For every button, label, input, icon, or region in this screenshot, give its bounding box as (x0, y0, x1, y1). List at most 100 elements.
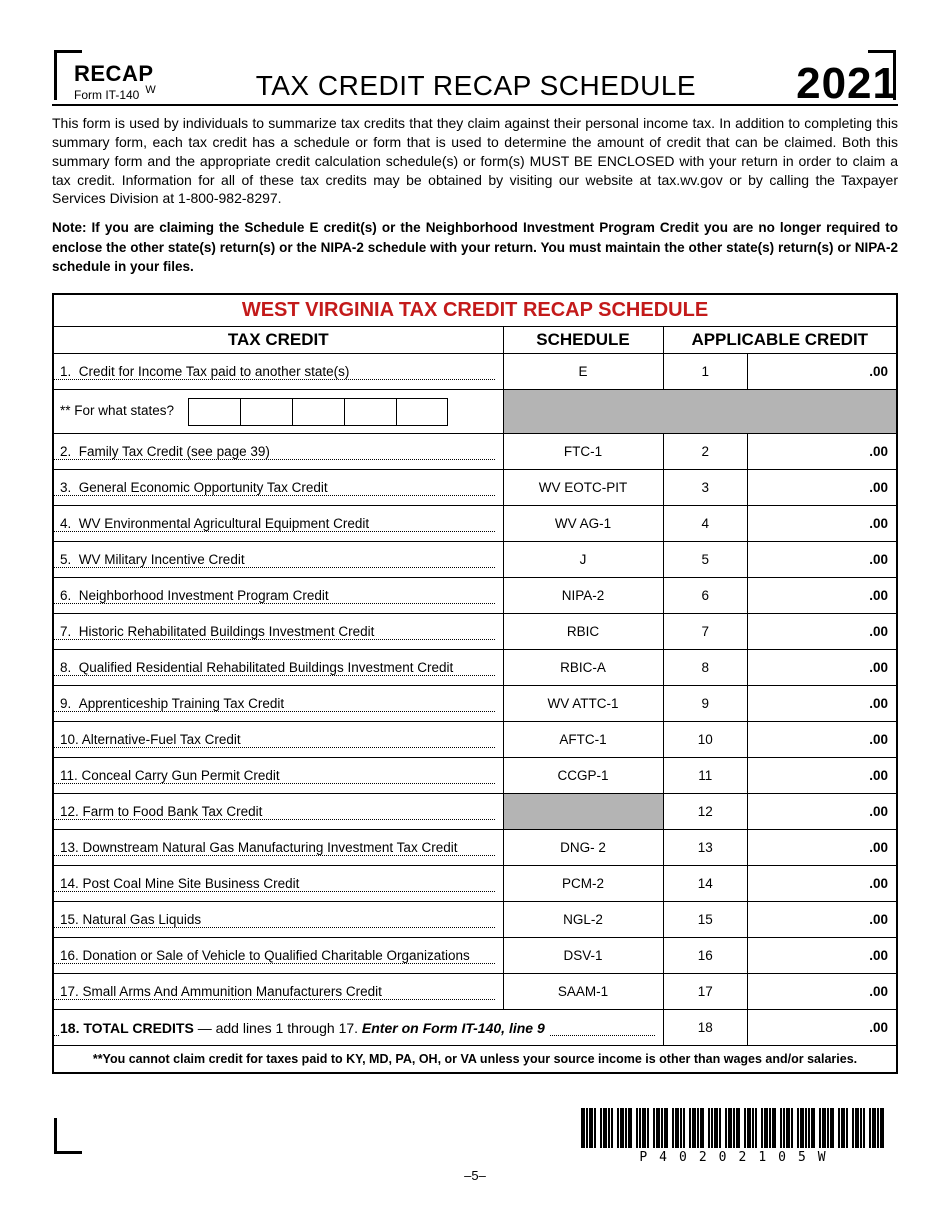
row-amount[interactable]: .00 (748, 866, 897, 902)
row-desc: Post Coal Mine Site Business Credit (83, 876, 300, 891)
row-num: 11. (60, 768, 78, 783)
table-footnote: **You cannot claim credit for taxes paid… (53, 1046, 897, 1074)
total-label-c: Enter on Form IT-140, line 9 (362, 1020, 545, 1036)
barcode-text: P40202105W (581, 1150, 888, 1165)
row-num: 12. (60, 804, 79, 819)
row-amount[interactable]: .00 (748, 470, 897, 506)
state-box[interactable] (292, 398, 344, 426)
row-amount[interactable]: .00 (748, 974, 897, 1010)
total-label-b: — add lines 1 through 17. (194, 1020, 362, 1036)
row-num: 6. (60, 588, 71, 603)
state-box[interactable] (344, 398, 396, 426)
total-line: 18 (663, 1010, 748, 1046)
table-row: 9. Apprenticeship Training Tax Credit WV… (53, 686, 897, 722)
table-row: 8. Qualified Residential Rehabilitated B… (53, 650, 897, 686)
table-row: 7. Historic Rehabilitated Buildings Inve… (53, 614, 897, 650)
row-desc: Qualified Residential Rehabilitated Buil… (79, 660, 453, 675)
row-schedule: E (503, 354, 663, 390)
row-schedule: AFTC-1 (503, 722, 663, 758)
row-desc: Small Arms And Ammunition Manufacturers … (83, 984, 382, 999)
table-row: 16. Donation or Sale of Vehicle to Quali… (53, 938, 897, 974)
table-row: 2. Family Tax Credit (see page 39) FTC-1… (53, 434, 897, 470)
row-amount[interactable]: .00 (748, 354, 897, 390)
state-box[interactable] (396, 398, 448, 426)
row-amount[interactable]: .00 (748, 902, 897, 938)
state-box[interactable] (188, 398, 240, 426)
row-schedule: DNG- 2 (503, 830, 663, 866)
row-amount[interactable]: .00 (748, 542, 897, 578)
table-row: 10. Alternative-Fuel Tax Credit AFTC-110… (53, 722, 897, 758)
row-amount[interactable]: .00 (748, 938, 897, 974)
page-number: –5– (0, 1168, 950, 1183)
row-desc: Donation or Sale of Vehicle to Qualified… (83, 948, 470, 963)
row-desc: Family Tax Credit (see page 39) (79, 444, 270, 459)
row-num: 14. (60, 876, 79, 891)
row-schedule: DSV-1 (503, 938, 663, 974)
states-row: ** For what states? (53, 390, 897, 434)
col-head-schedule: SCHEDULE (503, 327, 663, 354)
table-row: 11. Conceal Carry Gun Permit Credit CCGP… (53, 758, 897, 794)
row-line: 10 (663, 722, 748, 758)
table-row: 3. General Economic Opportunity Tax Cred… (53, 470, 897, 506)
row-line: 7 (663, 614, 748, 650)
row-amount[interactable]: .00 (748, 578, 897, 614)
row-schedule: NGL-2 (503, 902, 663, 938)
row-line: 12 (663, 794, 748, 830)
row-desc: Neighborhood Investment Program Credit (79, 588, 329, 603)
table-row: 12. Farm to Food Bank Tax Credit 12.00 (53, 794, 897, 830)
col-head-credit: TAX CREDIT (53, 327, 503, 354)
row-amount[interactable]: .00 (748, 722, 897, 758)
row-num: 4. (60, 516, 71, 531)
row-line: 11 (663, 758, 748, 794)
total-label-a: 18. TOTAL CREDITS (60, 1020, 194, 1036)
row-line: 17 (663, 974, 748, 1010)
row-schedule: WV ATTC-1 (503, 686, 663, 722)
recap-table: WEST VIRGINIA TAX CREDIT RECAP SCHEDULE … (52, 293, 898, 1074)
form-number: Form IT-140 (74, 88, 139, 102)
table-row: 13. Downstream Natural Gas Manufacturing… (53, 830, 897, 866)
row-amount[interactable]: .00 (748, 506, 897, 542)
row-schedule (503, 794, 663, 830)
row-num: 3. (60, 480, 71, 495)
row-schedule: RBIC (503, 614, 663, 650)
barcode-icon (581, 1108, 888, 1148)
row-line: 1 (663, 354, 748, 390)
row-num: 5. (60, 552, 71, 567)
row-amount[interactable]: .00 (748, 650, 897, 686)
row-num: 15. (60, 912, 79, 927)
row-schedule: FTC-1 (503, 434, 663, 470)
row-desc: Natural Gas Liquids (83, 912, 202, 927)
row-num: 10. (60, 732, 79, 747)
total-amount[interactable]: .00 (748, 1010, 897, 1046)
row-line: 9 (663, 686, 748, 722)
row-amount[interactable]: .00 (748, 686, 897, 722)
row-num: 13. (60, 840, 79, 855)
for-what-states-label: ** For what states? (60, 403, 178, 418)
row-amount[interactable]: .00 (748, 830, 897, 866)
row-num: 2. (60, 444, 71, 459)
row-num: 8. (60, 660, 71, 675)
row-amount[interactable]: .00 (748, 794, 897, 830)
table-row: 6. Neighborhood Investment Program Credi… (53, 578, 897, 614)
state-box[interactable] (240, 398, 292, 426)
table-row: 4. WV Environmental Agricultural Equipme… (53, 506, 897, 542)
crop-mark-tr (868, 50, 896, 100)
row-num: 16. (60, 948, 79, 963)
state-boxes[interactable] (188, 398, 448, 426)
row-line: 8 (663, 650, 748, 686)
table-row: 17. Small Arms And Ammunition Manufactur… (53, 974, 897, 1010)
row-amount[interactable]: .00 (748, 758, 897, 794)
row-amount[interactable]: .00 (748, 614, 897, 650)
total-row: 18. TOTAL CREDITS — add lines 1 through … (53, 1010, 897, 1046)
header: RECAP Form IT-140W TAX CREDIT RECAP SCHE… (52, 62, 898, 106)
states-gray-cell (503, 390, 897, 434)
row-line: 3 (663, 470, 748, 506)
row-schedule: CCGP-1 (503, 758, 663, 794)
row-line: 2 (663, 434, 748, 470)
row-num: 9. (60, 696, 71, 711)
table-row: 1. Credit for Income Tax paid to another… (53, 354, 897, 390)
row-desc: Farm to Food Bank Tax Credit (83, 804, 263, 819)
row-amount[interactable]: .00 (748, 434, 897, 470)
row-desc: Credit for Income Tax paid to another st… (79, 364, 350, 379)
row-schedule: WV EOTC-PIT (503, 470, 663, 506)
